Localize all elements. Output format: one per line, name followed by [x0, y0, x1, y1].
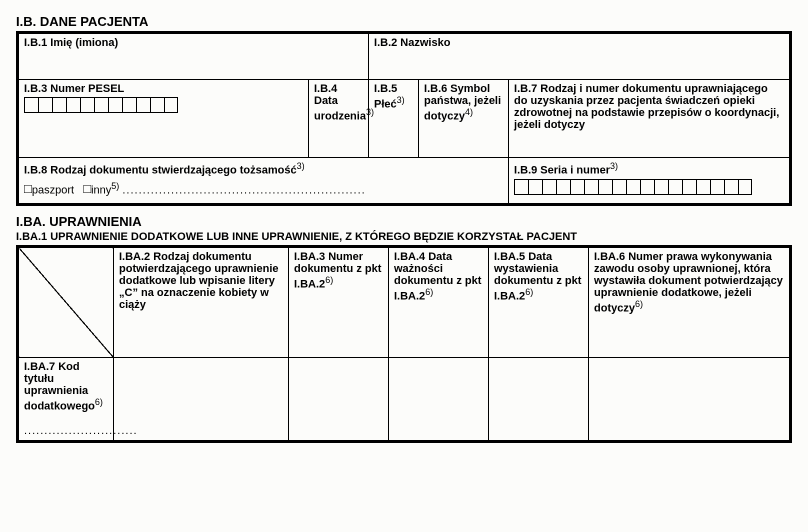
field-b4[interactable]: I.B.4 Data urodzenia3) [309, 80, 369, 158]
section-iba-sub: I.BA.1 UPRAWNIENIE DODATKOWE LUB INNE UP… [16, 231, 798, 243]
field-ba3[interactable]: I.BA.3 Numer dokumentu z pkt I.BA.26) [289, 248, 389, 358]
sup-b9: 3) [610, 161, 618, 171]
field-b9[interactable]: I.B.9 Seria i numer3) [509, 158, 790, 204]
label-ba7: I.BA.7 Kod tytułu uprawnienia dodatkoweg… [24, 361, 95, 413]
field-b3[interactable]: I.B.3 Numer PESEL [19, 80, 309, 158]
checkbox-other[interactable] [83, 184, 91, 196]
label-ba4: I.BA.4 Data ważności dokumentu z pkt I.B… [394, 251, 481, 303]
field-b6[interactable]: I.B.6 Symbol państwa, jeżeli dotyczy4) [419, 80, 509, 158]
dots-b8[interactable]: ........................................… [122, 184, 365, 196]
sup-ba7: 6) [95, 397, 103, 407]
field-b8[interactable]: I.B.8 Rodzaj dokumentu stwierdzającego t… [19, 158, 509, 204]
label-b5: I.B.5 Płeć [374, 83, 397, 111]
sup-b6: 4) [465, 107, 473, 117]
cell-ba3-val[interactable] [289, 358, 389, 441]
dots-ba7[interactable]: ............................ [24, 425, 138, 437]
label-passport: paszport [32, 184, 74, 196]
sup-b8: 3) [297, 161, 305, 171]
cell-ba5-val[interactable] [489, 358, 589, 441]
sup-other: 5) [111, 181, 119, 191]
label-b8: I.B.8 Rodzaj dokumentu stwierdzającego t… [24, 165, 297, 177]
field-ba6[interactable]: I.BA.6 Numer prawa wykonywania zawodu os… [589, 248, 790, 358]
section-ib-box: I.B.1 Imię (imiona) I.B.2 Nazwisko I.B.3… [16, 31, 792, 206]
section-iba-table: I.BA.2 Rodzaj dokumentu potwierdzającego… [18, 247, 790, 441]
label-b1: I.B.1 Imię (imiona) [24, 37, 118, 49]
cell-ba2-val[interactable] [114, 358, 289, 441]
label-ba3: I.BA.3 Numer dokumentu z pkt I.BA.2 [294, 251, 381, 291]
field-b7[interactable]: I.B.7 Rodzaj i numer dokumentu uprawniaj… [509, 80, 790, 158]
label-b7: I.B.7 Rodzaj i numer dokumentu uprawniaj… [514, 83, 779, 131]
sup-ba3: 6) [325, 275, 333, 285]
checkbox-passport[interactable] [24, 184, 32, 196]
pesel-boxes[interactable] [24, 97, 303, 113]
label-b4: I.B.4 Data urodzenia [314, 83, 366, 123]
field-ba5[interactable]: I.BA.5 Data wystawienia dokumentu z pkt … [489, 248, 589, 358]
label-ba5: I.BA.5 Data wystawienia dokumentu z pkt … [494, 251, 581, 303]
label-other: inny [91, 184, 111, 196]
field-b2[interactable]: I.B.2 Nazwisko [369, 34, 790, 80]
field-b1[interactable]: I.B.1 Imię (imiona) [19, 34, 369, 80]
label-b6: I.B.6 Symbol państwa, jeżeli dotyczy [424, 83, 501, 123]
label-b2: I.B.2 Nazwisko [374, 37, 450, 49]
section-iba-title: I.BA. UPRAWNIENIA [16, 214, 798, 229]
diagonal-cell [19, 248, 114, 358]
field-ba2[interactable]: I.BA.2 Rodzaj dokumentu potwierdzającego… [114, 248, 289, 358]
label-ba6: I.BA.6 Numer prawa wykonywania zawodu os… [594, 251, 783, 315]
field-b5[interactable]: I.B.5 Płeć3) [369, 80, 419, 158]
section-iba-box: I.BA.2 Rodzaj dokumentu potwierdzającego… [16, 245, 792, 443]
cell-ba4-val[interactable] [389, 358, 489, 441]
serial-boxes[interactable] [514, 179, 784, 195]
field-ba4[interactable]: I.BA.4 Data ważności dokumentu z pkt I.B… [389, 248, 489, 358]
section-ib-table: I.B.1 Imię (imiona) I.B.2 Nazwisko I.B.3… [18, 33, 790, 204]
sup-ba5: 6) [525, 287, 533, 297]
sup-ba4: 6) [425, 287, 433, 297]
sup-b4: 3) [366, 107, 374, 117]
sup-ba6: 6) [635, 299, 643, 309]
label-b3: I.B.3 Numer PESEL [24, 83, 124, 95]
label-b9: I.B.9 Seria i numer [514, 165, 610, 177]
label-ba2: I.BA.2 Rodzaj dokumentu potwierdzającego… [119, 251, 279, 311]
cell-ba6-val[interactable] [589, 358, 790, 441]
field-ba7[interactable]: I.BA.7 Kod tytułu uprawnienia dodatkoweg… [19, 358, 114, 441]
sup-b5: 3) [397, 95, 405, 105]
section-ib-title: I.B. DANE PACJENTA [16, 14, 798, 29]
